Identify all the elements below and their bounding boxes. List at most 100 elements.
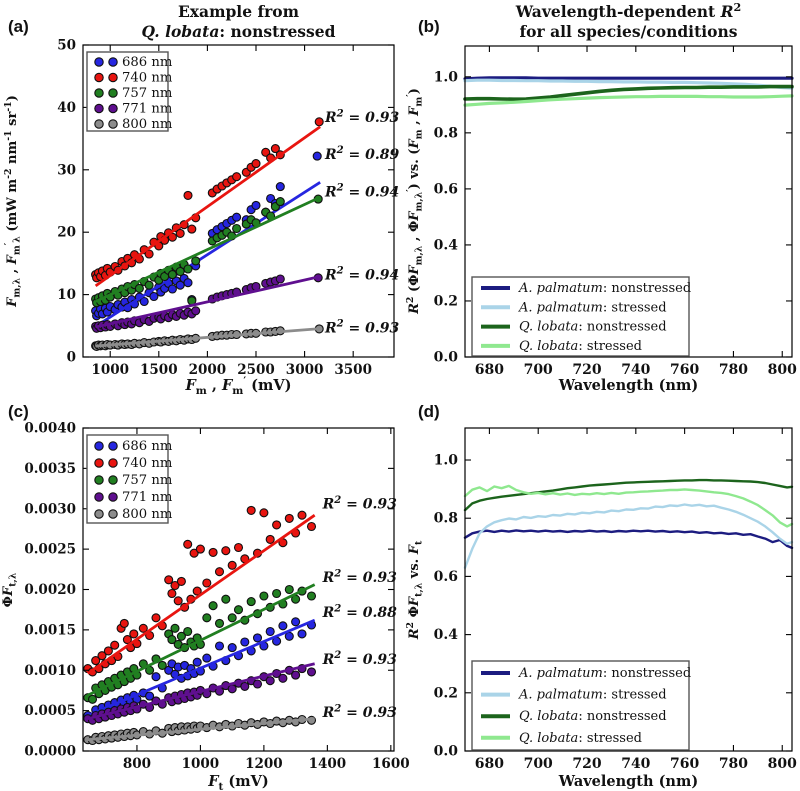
y-tick-label: 40	[57, 100, 76, 116]
scatter-point	[129, 629, 139, 639]
legend: 686 nm 740 nm 757 nm 771 nm 800 nm	[86, 434, 173, 524]
scatter-point	[227, 560, 237, 570]
axis-ticks	[465, 46, 792, 358]
data-line	[463, 484, 794, 528]
legend-box	[471, 276, 690, 357]
y-axis-label: R2 (ΦFm,λ , ΦFm,λ′) vs. (Fm , Fm′)	[405, 88, 425, 315]
y-tick-label: 0.6	[434, 569, 458, 585]
scatter-point	[202, 653, 212, 663]
legend-box	[471, 660, 690, 751]
legend-marker-dot	[94, 458, 104, 468]
panel-letter-b: (b)	[418, 17, 440, 36]
legend-marker-dot	[94, 475, 104, 485]
legend-marker-dot	[108, 492, 118, 502]
series-757-nm	[83, 583, 317, 704]
x-tick-label: 1200	[245, 756, 283, 772]
scatter-point	[306, 591, 317, 601]
data-line	[463, 503, 794, 569]
scatter-point	[272, 520, 282, 530]
r2-annotation: R2 = 0.88	[322, 603, 397, 621]
legend-marker-dot	[94, 103, 104, 114]
y-axis-label: R2 ΦFt,λ vs. Ft	[405, 540, 425, 640]
panel-title: Q. lobata: nonstressed	[142, 22, 336, 41]
scatter-point	[202, 613, 212, 623]
scatter-point	[145, 691, 155, 701]
y-tick-label: 0.0015	[24, 622, 76, 638]
scatter-point	[227, 613, 237, 623]
scatter-point	[297, 629, 307, 639]
scatter-point	[221, 546, 231, 556]
scatter-point	[183, 190, 193, 200]
panel-d-chart: 680 700 720 740 760 780 800 0.0 0.2 0.4 0.6 0.8 1.0 A…	[405, 427, 797, 790]
x-tick-label: 720	[572, 362, 601, 378]
legend-label: 757 nm	[122, 86, 173, 101]
r2-annotation: R2 = 0.93	[322, 703, 397, 721]
scatter-point	[208, 547, 218, 557]
legend-label: A. palmatum: nonstressed	[518, 666, 691, 681]
scatter-point	[261, 147, 271, 157]
panel-title: Wavelength-dependent R2	[515, 1, 742, 21]
legend-marker-dot	[94, 119, 104, 129]
scatter-point	[278, 621, 288, 631]
scatter-point	[122, 635, 132, 645]
x-tick-label: 800	[123, 756, 151, 772]
x-tick-label: 680	[475, 756, 504, 772]
scatter-point	[151, 613, 161, 623]
y-tick-label: 50	[57, 38, 76, 54]
x-tick-label: 780	[719, 362, 748, 378]
legend-marker-dot	[108, 475, 118, 485]
r2-annotation: R2 = 0.93	[322, 650, 397, 668]
panel-letter-c: (c)	[8, 402, 29, 421]
series-740-nm	[83, 505, 317, 677]
scatter-point	[170, 623, 180, 633]
series-q-lobata-stressed	[463, 94, 794, 107]
legend-marker-dot	[94, 509, 104, 519]
y-axis-label: Fm,λ , Fm′λ (mW m-2 nm-1 sr-1)	[3, 95, 23, 308]
legend-marker-dot	[108, 458, 118, 468]
scatter-point	[167, 635, 177, 645]
scatter-point	[167, 284, 177, 294]
series-q-lobata-stressed	[463, 484, 794, 528]
series-771-nm	[91, 273, 323, 333]
y-tick-label: 20	[57, 225, 76, 241]
legend-label: Q. lobata: stressed	[519, 731, 642, 746]
x-tick-label: 700	[524, 756, 553, 772]
legend-label: A. palmatum: nonstressed	[518, 281, 691, 296]
y-tick-label: 0.8	[434, 125, 458, 141]
scatter-point	[232, 212, 242, 222]
x-tick-label: 1400	[309, 756, 347, 772]
x-tick-label: 1000	[91, 362, 129, 378]
scatter-point	[314, 117, 324, 127]
panel-title: Example from	[178, 2, 300, 21]
y-tick-label: 0.8	[434, 511, 458, 527]
legend-label: 771 nm	[122, 490, 173, 505]
fit-line	[87, 583, 316, 697]
scatter-point	[306, 521, 317, 532]
legend: A. palmatum: nonstressed A. palmatum: str…	[471, 660, 691, 751]
scatter-point	[214, 618, 225, 628]
scatter-point	[134, 283, 144, 293]
scatter-point	[291, 670, 301, 680]
series-a-palmatum-nonstressed	[463, 529, 794, 550]
scatter-point	[233, 605, 244, 615]
series-a-palmatum-nonstressed	[463, 76, 794, 81]
fit-line	[95, 327, 321, 348]
legend-marker-dot	[108, 103, 118, 114]
scatter-point	[275, 274, 285, 284]
scatter-point	[119, 618, 129, 628]
legend-marker-dot	[94, 492, 104, 502]
x-tick-label: 800	[768, 362, 797, 378]
fit-line	[87, 717, 315, 742]
scatter-point	[151, 672, 161, 682]
data-line	[463, 478, 794, 512]
data-line	[463, 529, 794, 550]
y-tick-label: 0.0025	[24, 542, 76, 558]
legend-label: Q. lobata: stressed	[519, 339, 642, 354]
scatter-point	[275, 182, 285, 192]
scatter-point	[306, 667, 317, 677]
x-tick-label: 740	[621, 362, 650, 378]
x-tick-label: 740	[621, 756, 650, 772]
x-tick-label: 3500	[334, 362, 372, 378]
y-tick-label: 0.0030	[24, 501, 76, 517]
scatter-point	[251, 200, 261, 210]
